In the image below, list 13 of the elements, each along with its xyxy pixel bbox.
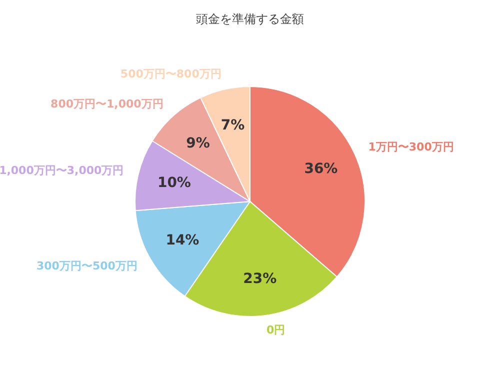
slice-label: 800万円〜1,000万円 bbox=[50, 98, 164, 111]
data-label: 23% bbox=[243, 270, 277, 287]
slice-label: 1,000万円〜3,000万円 bbox=[0, 164, 124, 177]
data-label: 7% bbox=[220, 117, 245, 134]
data-label: 36% bbox=[304, 161, 338, 178]
slice-label: 1万円〜300万円 bbox=[368, 140, 454, 154]
chart-title: 頭金を準備する金額 bbox=[196, 12, 304, 26]
data-label: 14% bbox=[166, 232, 200, 248]
data-label: 9% bbox=[186, 135, 210, 152]
data-label: 10% bbox=[157, 175, 191, 192]
slice-label: 0円 bbox=[266, 323, 286, 336]
slice-label: 500万円〜800万円 bbox=[120, 68, 222, 81]
slice-label: 300万円〜500万円 bbox=[36, 260, 138, 272]
